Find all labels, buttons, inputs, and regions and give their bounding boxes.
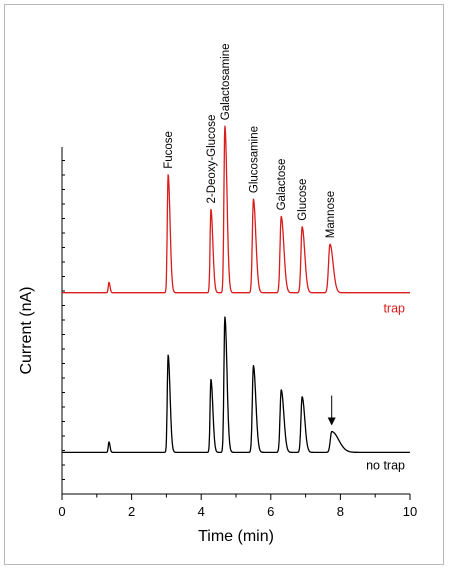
series-label: no trap: [366, 458, 405, 472]
peak-label: Galactose: [276, 159, 288, 211]
x-tick-label: 6: [267, 504, 274, 519]
x-tick-label: 2: [128, 504, 135, 519]
axes: 0 2 4 6 8 10: [58, 147, 417, 519]
arrow-head: [327, 417, 336, 426]
series-label: trap: [383, 302, 405, 316]
x-tick-label: 8: [337, 504, 344, 519]
annotations: [327, 395, 336, 426]
traces: trap no trap: [61, 125, 411, 472]
chromatogram-chart: 0 2 4 6 8 10 trap no trap Fucose 2-Deoxy-Glucos…: [18, 43, 417, 545]
y-axis-title: Current (nA): [18, 286, 35, 374]
peak-label: Glucose: [297, 179, 309, 221]
peak-label: Galactosamine: [220, 43, 232, 120]
trace-no-trap: [61, 316, 411, 454]
peak-label: Fucose: [163, 131, 175, 169]
x-tick-label: 4: [198, 504, 205, 519]
y-minor-ticks: [62, 160, 65, 495]
x-tick-label: 0: [58, 504, 65, 519]
chart-frame: 0 2 4 6 8 10 trap no trap Fucose 2-Deoxy-Glucos…: [4, 4, 444, 565]
x-axis-title: Time (min): [198, 528, 274, 545]
x-tick-label: 10: [403, 504, 417, 519]
peak-label: Mannose: [325, 191, 337, 238]
peak-label: Glucosamine: [248, 126, 260, 193]
peak-label: 2-Deoxy-Glucose: [206, 115, 218, 204]
x-ticks: 0 2 4 6 8 10: [58, 494, 417, 519]
trace-trap: [61, 125, 411, 294]
